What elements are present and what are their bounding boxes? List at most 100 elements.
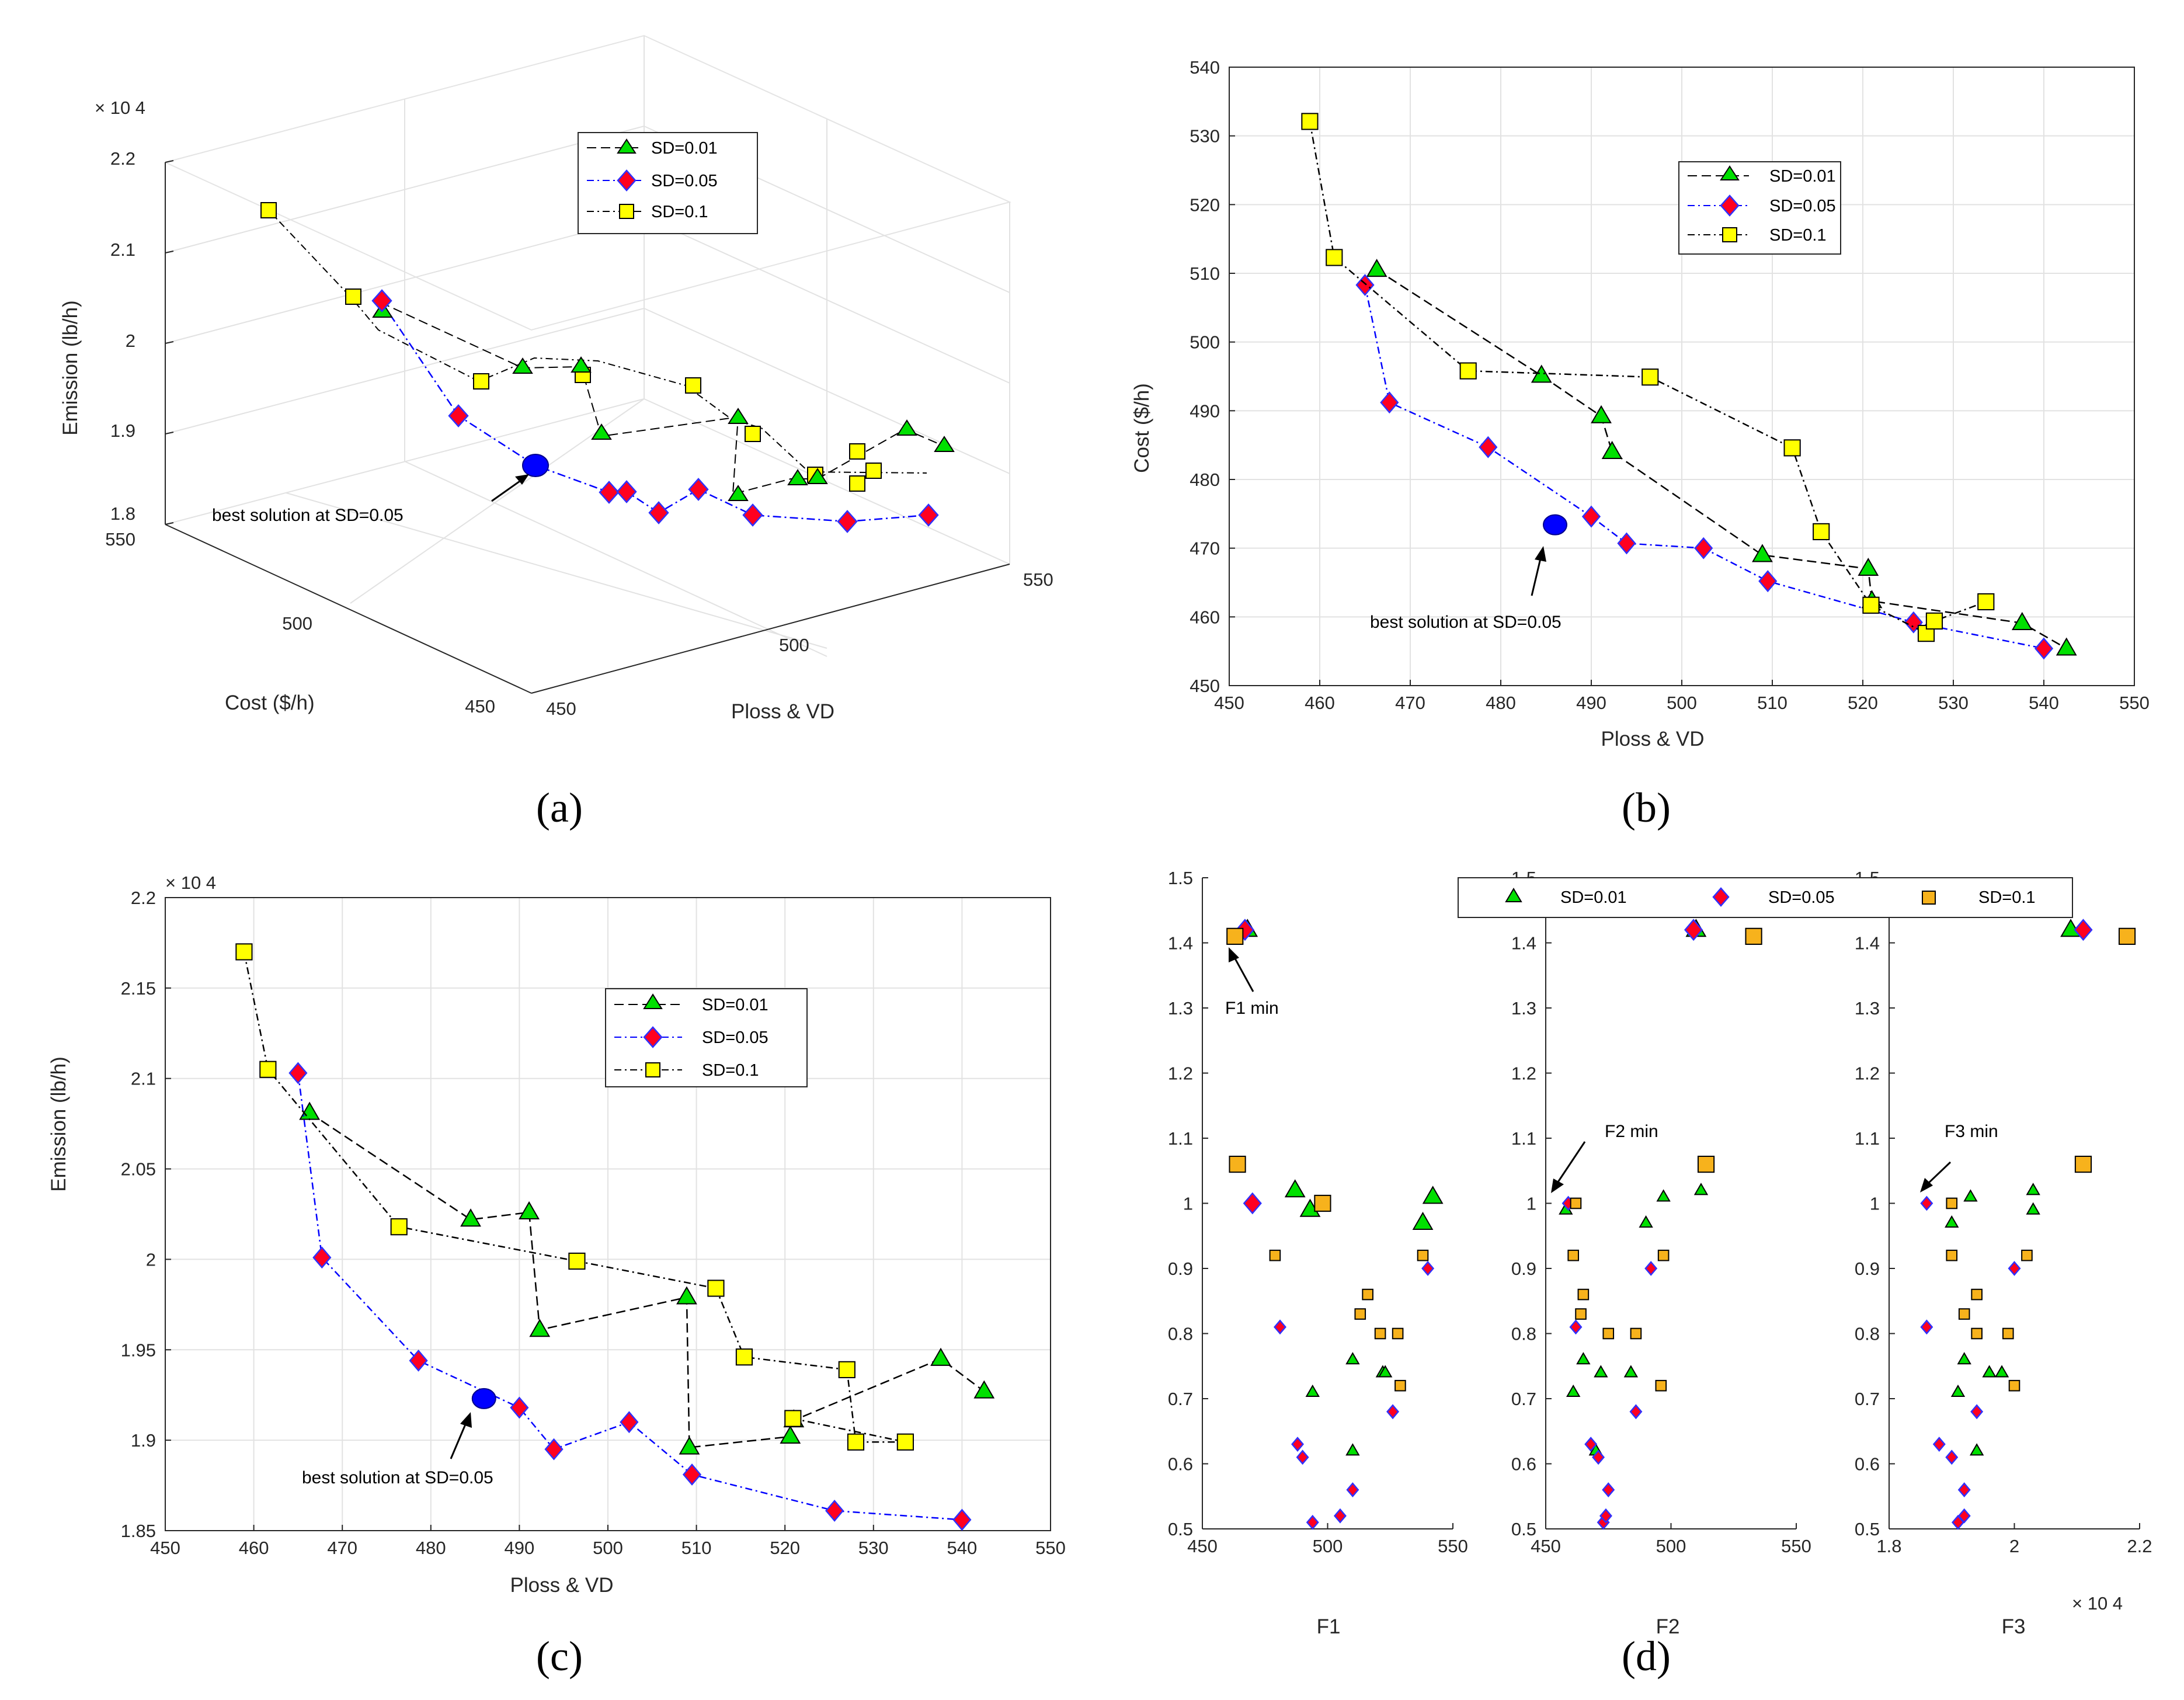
a-sd01-point xyxy=(849,475,865,492)
d-f3-y-tick: 1.3 xyxy=(1855,998,1880,1018)
d-f2-annotation: F2 min xyxy=(1605,1122,1658,1141)
d-f1-point xyxy=(1296,1449,1309,1465)
d-f1-annotation: F1 min xyxy=(1225,999,1279,1018)
a-sd001-point xyxy=(728,408,749,424)
c-x-tick: 480 xyxy=(416,1538,446,1558)
a-sd005-point xyxy=(616,480,637,503)
d-f1-y-tick: 0.6 xyxy=(1168,1454,1193,1475)
b-x-tick: 460 xyxy=(1305,693,1335,713)
c-x-axis-label: Ploss & VD xyxy=(510,1574,614,1597)
d-f1-point xyxy=(1374,1327,1386,1340)
b-point xyxy=(1459,362,1477,380)
c-point xyxy=(838,1361,855,1378)
b-best-solution xyxy=(1543,514,1567,536)
d-f3-point xyxy=(1957,1482,1971,1498)
a-sd001-point xyxy=(807,468,828,484)
c-point xyxy=(896,1433,914,1451)
b-point xyxy=(1591,405,1612,423)
chart-c: 450 460 470 480 490 500 510 520 530 540 550 1.85 1.9… xyxy=(47,872,1066,1680)
b-point xyxy=(1601,440,1623,459)
y-tick: 550 xyxy=(105,529,135,550)
c-point xyxy=(676,1286,697,1305)
d-f3-point xyxy=(2074,919,2093,941)
d-f1-point xyxy=(1394,1379,1406,1392)
c-x-tick: 520 xyxy=(770,1538,800,1558)
z-tick: 2.2 xyxy=(110,148,135,169)
d-f3-annotation: F3 min xyxy=(1945,1122,1998,1141)
b-point xyxy=(1380,391,1399,414)
d-f3-x-tick: 2.2 xyxy=(2127,1536,2152,1556)
c-point xyxy=(544,1438,564,1461)
d-f1-point xyxy=(1378,1365,1393,1378)
b-point xyxy=(1531,364,1552,383)
legend-c-label: SD=0.05 xyxy=(702,1028,768,1047)
b-x-tick: 450 xyxy=(1214,693,1244,713)
a-sd001-point xyxy=(728,485,749,501)
d-f2-y-tick: 0.7 xyxy=(1511,1389,1536,1409)
b-point xyxy=(1783,439,1801,457)
b-best-annotation: best solution at SD=0.05 xyxy=(1370,613,1562,632)
legend-d-label: SD=0.05 xyxy=(1768,888,1835,907)
d-f3-y-tick: 0.6 xyxy=(1855,1454,1880,1475)
z-tick: 1.8 xyxy=(110,503,135,524)
c-point xyxy=(930,1347,951,1366)
d-f1-point xyxy=(1273,1319,1286,1335)
d-f2-point xyxy=(1745,927,1762,945)
c-y-tick: 1.9 xyxy=(131,1430,156,1451)
d-f3-point xyxy=(1950,1384,1966,1397)
b-y-tick: 480 xyxy=(1190,470,1220,490)
d-f1-y-tick: 0.8 xyxy=(1168,1324,1193,1344)
c-point xyxy=(682,1463,702,1486)
b-y-tick: 450 xyxy=(1190,676,1220,696)
b-x-tick: 510 xyxy=(1757,693,1787,713)
z-tick: 2 xyxy=(126,331,135,351)
d-f3-point xyxy=(2008,1261,2021,1276)
b-point xyxy=(2056,637,2077,656)
b-x-tick: 470 xyxy=(1395,693,1425,713)
c-x-tick: 460 xyxy=(239,1538,269,1558)
d-f2-x-tick: 500 xyxy=(1656,1536,1686,1556)
d-f3-point xyxy=(1946,1197,1958,1209)
a-sd001-point xyxy=(512,357,533,374)
d-xlabel-f3: F3 xyxy=(2002,1615,2026,1638)
x-axis-label: Ploss & VD xyxy=(731,700,834,723)
x-tick: 500 xyxy=(779,635,809,655)
d-f2-point xyxy=(1602,1482,1615,1498)
d-f3-y-tick: 0.5 xyxy=(1855,1519,1880,1539)
c-point xyxy=(529,1319,551,1337)
b-point xyxy=(1479,436,1498,458)
c-point xyxy=(620,1411,639,1434)
b-point xyxy=(1694,537,1713,559)
d-f2-point xyxy=(1569,1319,1583,1335)
c-y-tick: 2 xyxy=(146,1249,156,1270)
c-point xyxy=(235,943,253,961)
z-axis-label: Emission (lb/h) xyxy=(59,300,82,435)
legend-c-label: SD=0.1 xyxy=(702,1061,759,1080)
c-point xyxy=(390,1218,408,1236)
d-f1-y-tick: 1.4 xyxy=(1168,933,1193,954)
b-point xyxy=(2011,611,2033,630)
d-f3-y-tick: 1 xyxy=(1870,1194,1880,1214)
b-y-tick: 540 xyxy=(1190,57,1220,78)
c-x-tick: 490 xyxy=(505,1538,535,1558)
c-x-tick: 470 xyxy=(327,1538,357,1558)
d-f3-y-tick: 0.7 xyxy=(1855,1389,1880,1409)
series-a-sd005-markers xyxy=(371,289,939,533)
y-tick: 500 xyxy=(282,613,312,634)
b-point xyxy=(1301,113,1319,130)
c-x-tick: 500 xyxy=(593,1538,623,1558)
d-f2-y-tick: 1.1 xyxy=(1511,1128,1536,1149)
d-f2-y-tick: 0.6 xyxy=(1511,1454,1536,1475)
c-x-tick: 530 xyxy=(858,1538,889,1558)
c-series-line xyxy=(309,1112,985,1448)
d-f2-point xyxy=(1656,1189,1671,1202)
b-y-axis-label: Cost ($/h) xyxy=(1131,383,1153,473)
c-x-tick: 540 xyxy=(947,1538,978,1558)
d-f3-point xyxy=(1957,1352,1971,1365)
legend-a-label: SD=0.01 xyxy=(651,139,718,158)
c-best-annotation: best solution at SD=0.05 xyxy=(302,1468,493,1487)
d-f1-point xyxy=(1422,1186,1444,1204)
c-point xyxy=(460,1208,481,1227)
d-f3-point xyxy=(1969,1443,1984,1456)
b-x-tick: 500 xyxy=(1667,693,1697,713)
